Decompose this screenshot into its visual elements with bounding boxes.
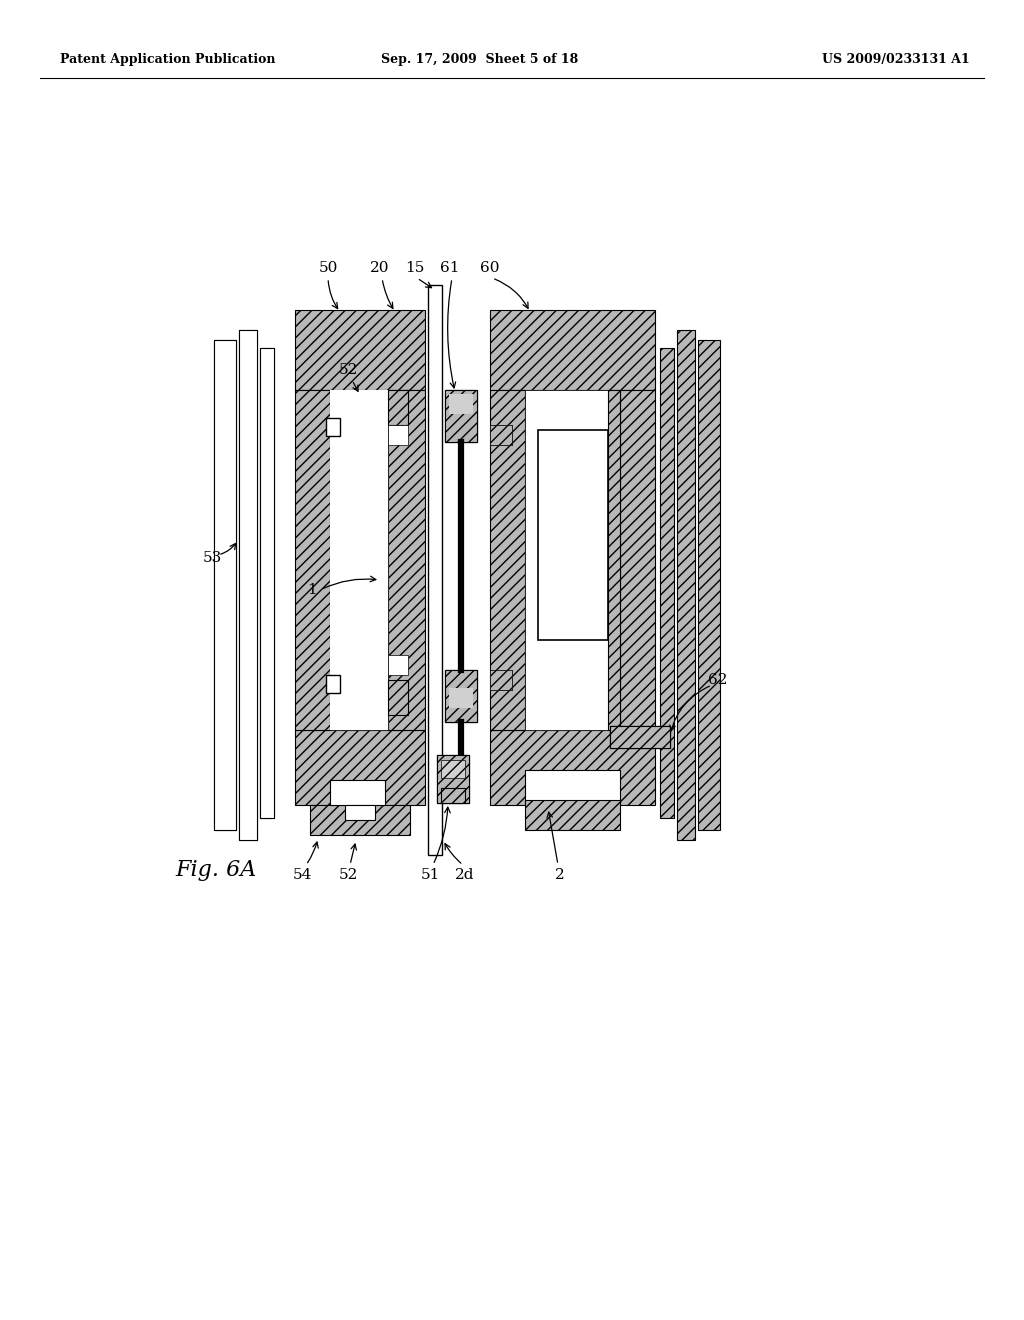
Bar — [441, 788, 465, 803]
Bar — [610, 726, 670, 748]
Bar — [608, 389, 620, 730]
Bar — [449, 688, 473, 708]
Bar — [330, 389, 388, 730]
Bar — [449, 688, 473, 708]
Bar — [437, 755, 469, 803]
Bar — [437, 755, 469, 803]
Bar — [326, 675, 340, 693]
Bar — [330, 389, 388, 730]
Text: 20: 20 — [371, 261, 390, 275]
Bar — [445, 389, 477, 442]
Text: 53: 53 — [203, 550, 221, 565]
Text: 61: 61 — [440, 261, 460, 275]
Bar — [490, 310, 655, 389]
Bar — [388, 425, 408, 445]
Bar — [490, 671, 512, 690]
Text: 1: 1 — [307, 583, 316, 597]
Bar — [214, 341, 236, 830]
Text: 52: 52 — [338, 363, 357, 378]
Bar — [490, 389, 525, 730]
Bar — [345, 805, 375, 820]
Bar — [525, 770, 620, 805]
Bar — [610, 726, 670, 748]
Bar — [295, 730, 425, 805]
Bar — [441, 760, 465, 777]
Text: US 2009/0233131 A1: US 2009/0233131 A1 — [822, 54, 970, 66]
Bar — [525, 389, 620, 730]
Text: 2: 2 — [555, 869, 565, 882]
Bar — [490, 425, 512, 445]
Bar — [295, 310, 425, 389]
Bar — [525, 800, 620, 830]
Bar — [445, 671, 477, 722]
Bar — [326, 418, 340, 436]
Bar — [428, 285, 442, 855]
Bar — [445, 389, 477, 442]
Bar — [538, 430, 608, 640]
Bar — [214, 341, 236, 830]
Bar — [295, 389, 330, 730]
Text: 54: 54 — [292, 869, 311, 882]
Bar — [239, 330, 257, 840]
Text: 62: 62 — [709, 673, 728, 686]
Bar — [260, 348, 274, 818]
Bar — [388, 680, 408, 715]
Text: 15: 15 — [406, 261, 425, 275]
Bar — [388, 389, 425, 730]
Bar — [437, 755, 469, 803]
Bar — [239, 330, 257, 840]
Bar — [330, 780, 385, 805]
Text: 50: 50 — [318, 261, 338, 275]
Bar — [449, 393, 473, 414]
Bar — [610, 726, 670, 748]
Text: 60: 60 — [480, 261, 500, 275]
Bar — [490, 425, 512, 445]
Bar — [620, 389, 655, 730]
Bar — [445, 671, 477, 722]
Bar — [445, 389, 477, 442]
Bar — [260, 348, 274, 818]
Bar — [388, 389, 408, 425]
Bar — [310, 805, 410, 836]
Bar — [660, 348, 674, 818]
Bar — [677, 330, 695, 840]
Bar — [698, 341, 720, 830]
Bar — [490, 730, 655, 805]
Text: 2d: 2d — [456, 869, 475, 882]
Text: Sep. 17, 2009  Sheet 5 of 18: Sep. 17, 2009 Sheet 5 of 18 — [381, 54, 579, 66]
Text: 52: 52 — [338, 869, 357, 882]
Text: Patent Application Publication: Patent Application Publication — [60, 54, 275, 66]
Text: 51: 51 — [420, 869, 439, 882]
Bar — [445, 671, 477, 722]
Bar — [490, 671, 512, 690]
Text: Fig. 6A: Fig. 6A — [175, 859, 256, 880]
Bar — [388, 655, 408, 675]
Bar — [449, 393, 473, 414]
